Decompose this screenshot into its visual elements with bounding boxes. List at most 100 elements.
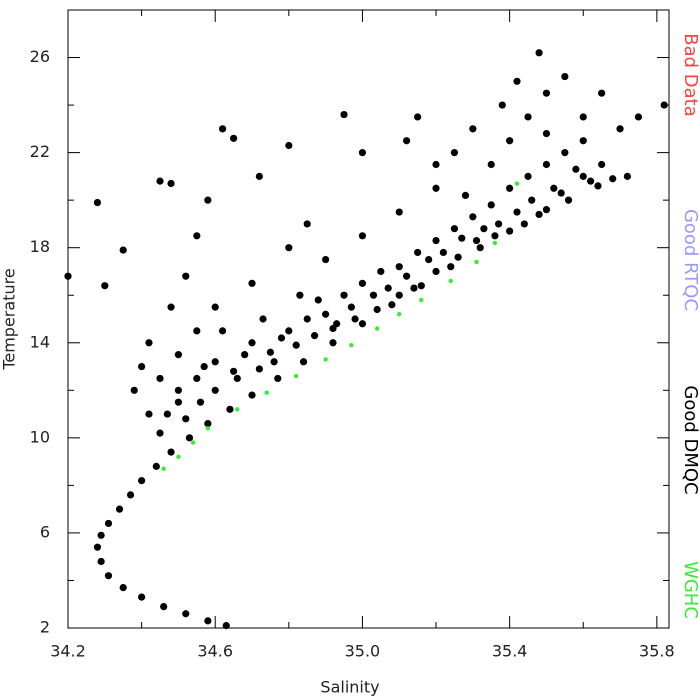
point [270, 358, 278, 366]
point [264, 390, 269, 395]
point [156, 374, 164, 383]
point [425, 255, 433, 264]
point [579, 137, 587, 145]
point [167, 448, 175, 456]
point [303, 220, 311, 228]
point [303, 315, 311, 323]
point [498, 101, 506, 109]
point [115, 505, 124, 513]
point [528, 196, 536, 204]
point [211, 303, 219, 311]
point [329, 339, 337, 347]
point [218, 125, 227, 133]
point [323, 357, 328, 362]
y-tick-label: 18 [30, 237, 50, 256]
point [487, 160, 495, 169]
point [514, 181, 520, 186]
point [579, 113, 587, 121]
point [204, 419, 212, 428]
point [104, 519, 113, 528]
point [369, 291, 378, 299]
point [524, 172, 532, 180]
point [476, 244, 484, 252]
point [156, 429, 164, 437]
point [414, 248, 422, 257]
point [174, 398, 183, 406]
point [310, 332, 319, 340]
point [634, 113, 643, 121]
point [119, 246, 127, 254]
point [64, 272, 72, 280]
point [248, 279, 256, 287]
point [248, 339, 256, 347]
point [513, 77, 521, 85]
legend-label: WGHC [680, 561, 700, 619]
point [211, 358, 219, 366]
point [358, 320, 367, 328]
plot-frame [67, 9, 670, 629]
point [395, 263, 403, 271]
point [474, 259, 479, 265]
point [616, 125, 624, 133]
y-axis-label: Temperature [0, 268, 19, 370]
x-tick-label: 34.6 [197, 642, 233, 661]
point [564, 196, 573, 204]
point [623, 172, 632, 180]
point [358, 279, 367, 287]
point [235, 407, 240, 412]
point [469, 213, 477, 221]
point [174, 386, 183, 394]
point [167, 303, 175, 311]
point [277, 334, 286, 342]
point [218, 327, 227, 335]
point [480, 225, 488, 233]
point [358, 149, 367, 157]
point [351, 315, 359, 323]
point [432, 236, 440, 245]
point [495, 220, 503, 228]
point [248, 391, 256, 399]
point [182, 610, 190, 618]
point [520, 220, 528, 228]
point [513, 208, 521, 216]
point [579, 172, 587, 180]
point [193, 374, 201, 383]
point [314, 296, 322, 304]
point [450, 149, 459, 157]
point [101, 282, 109, 290]
point [587, 177, 595, 185]
point [410, 284, 418, 292]
point [185, 434, 194, 442]
x-tick-label: 35.0 [345, 642, 381, 661]
point [145, 339, 153, 347]
point [167, 179, 175, 188]
point [274, 374, 282, 383]
y-tick-label: 10 [30, 427, 50, 446]
point [174, 351, 183, 359]
point [535, 210, 543, 219]
point [432, 160, 440, 169]
point [542, 206, 551, 214]
point [266, 348, 275, 356]
point [205, 426, 211, 431]
point [506, 227, 514, 235]
point [255, 172, 263, 180]
point [340, 110, 348, 119]
point [458, 234, 466, 242]
point [292, 341, 300, 349]
point [395, 291, 403, 299]
point [598, 160, 606, 169]
point [454, 253, 462, 261]
point [487, 201, 495, 209]
point [222, 622, 230, 630]
point [384, 284, 392, 292]
point [419, 297, 424, 303]
point [388, 301, 396, 309]
point [176, 454, 181, 460]
point [450, 225, 459, 233]
point [461, 191, 470, 199]
point [448, 278, 453, 284]
point [402, 137, 411, 145]
